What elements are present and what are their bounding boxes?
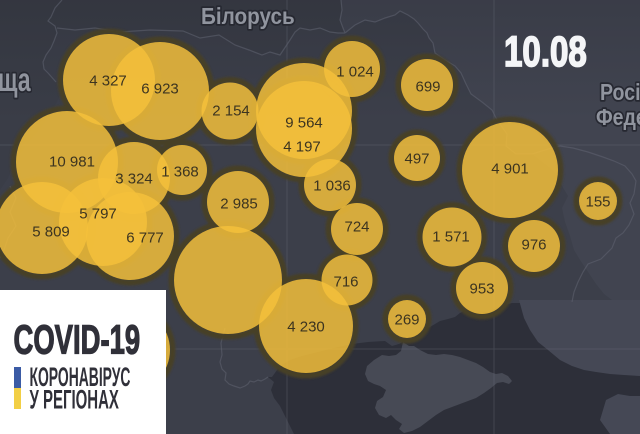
svg-text:155: 155 [585,193,610,210]
svg-text:1 024: 1 024 [336,63,374,80]
svg-text:Білорусь: Білорусь [201,3,295,29]
svg-text:724: 724 [344,218,369,235]
svg-text:9 564: 9 564 [285,114,323,131]
svg-text:Росія: Росія [600,80,640,106]
svg-text:699: 699 [415,78,440,95]
svg-text:10 981: 10 981 [49,153,95,170]
svg-text:4 901: 4 901 [491,160,529,177]
svg-text:Федерація: Федерація [596,105,640,131]
svg-text:497: 497 [404,150,429,167]
svg-text:4 197: 4 197 [283,138,321,155]
svg-text:4 230: 4 230 [287,318,325,335]
svg-text:3 324: 3 324 [115,170,153,187]
svg-text:У РЕГІОНАХ: У РЕГІОНАХ [30,384,120,415]
svg-text:1 368: 1 368 [161,163,199,180]
svg-text:5 797: 5 797 [79,205,117,222]
svg-text:4 327: 4 327 [89,72,127,89]
svg-text:5 809: 5 809 [32,223,70,240]
svg-text:2 985: 2 985 [220,195,258,212]
svg-text:6 777: 6 777 [126,229,164,246]
svg-text:976: 976 [521,236,546,253]
svg-text:6 923: 6 923 [141,80,179,97]
svg-text:953: 953 [469,280,494,297]
svg-text:716: 716 [333,273,358,290]
svg-text:10.08: 10.08 [504,28,587,76]
svg-text:COVID-19: COVID-19 [14,317,141,363]
svg-text:2 154: 2 154 [212,102,250,119]
svg-text:1 036: 1 036 [313,177,351,194]
svg-text:1 571: 1 571 [432,228,470,245]
svg-text:ща: ща [0,62,32,99]
svg-text:КОРОНАВІРУС: КОРОНАВІРУС [30,362,131,392]
svg-text:269: 269 [394,311,419,328]
